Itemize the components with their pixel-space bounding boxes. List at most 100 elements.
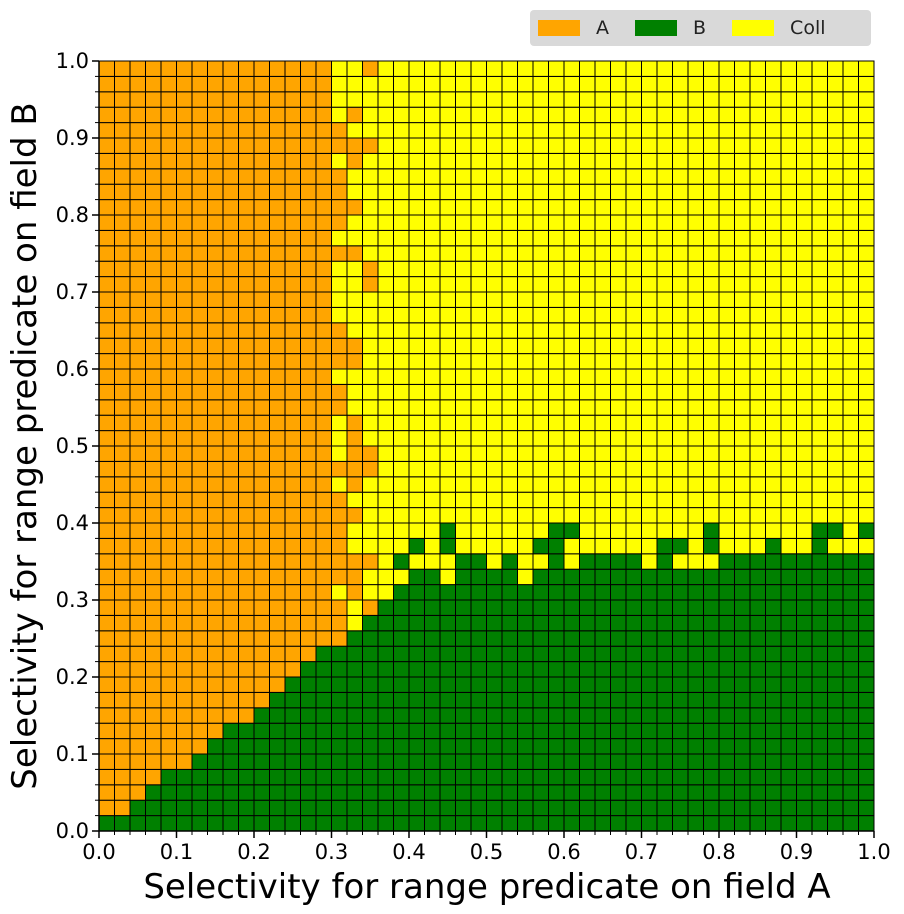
heatmap-cell-b (160, 768, 177, 786)
heatmap-cell-b (377, 614, 394, 632)
legend-label-coll: Coll (790, 17, 826, 39)
heatmap-cell-a (129, 676, 146, 693)
heatmap-cell-a (191, 491, 208, 509)
heatmap-cell-b (625, 599, 642, 616)
heatmap-cell-coll (501, 91, 518, 108)
heatmap-cell-coll (734, 368, 751, 385)
heatmap-cell-a (98, 568, 115, 586)
heatmap-cell-b (734, 614, 751, 632)
heatmap-cell-b (517, 784, 534, 801)
heatmap-cell-a (238, 491, 255, 509)
heatmap-cell-b (579, 599, 596, 616)
heatmap-cell-coll (455, 522, 472, 539)
heatmap-cell-coll (672, 368, 689, 385)
heatmap-cell-b (765, 799, 782, 817)
heatmap-cell-b (393, 676, 410, 693)
heatmap-cell-coll (842, 460, 859, 478)
heatmap-cell-a (222, 183, 239, 201)
heatmap-cell-coll (563, 75, 580, 93)
heatmap-cell-b (563, 584, 580, 601)
heatmap-cell-coll (765, 291, 782, 308)
heatmap-cell-coll (579, 260, 596, 278)
heatmap-cell-a (191, 661, 208, 678)
heatmap-cell-coll (362, 168, 379, 185)
heatmap-cell-coll (811, 507, 828, 524)
heatmap-cell-coll (718, 522, 735, 539)
heatmap-cell-coll (532, 306, 549, 324)
heatmap-cell-a (191, 322, 208, 339)
heatmap-cell-coll (548, 168, 565, 185)
heatmap-cell-a (191, 152, 208, 170)
heatmap-cell-coll (377, 291, 394, 308)
heatmap-cell-coll (501, 430, 518, 447)
heatmap-cell-b (455, 768, 472, 786)
heatmap-cell-coll (486, 383, 503, 401)
heatmap-cell-a (300, 430, 317, 447)
heatmap-cell-a (129, 476, 146, 493)
heatmap-cell-coll (377, 168, 394, 185)
heatmap-cell-coll (656, 137, 673, 154)
heatmap-cell-coll (501, 522, 518, 539)
heatmap-cell-b (424, 630, 441, 647)
heatmap-cell-a (238, 568, 255, 586)
heatmap-cell-b (765, 584, 782, 601)
heatmap-cell-coll (548, 183, 565, 201)
heatmap-cell-b (269, 799, 286, 817)
heatmap-cell-coll (749, 476, 766, 493)
heatmap-cell-coll (703, 322, 720, 339)
heatmap-cell-a (315, 507, 332, 524)
heatmap-cell-a (284, 383, 301, 401)
heatmap-cell-coll (579, 60, 596, 77)
heatmap-cell-a (269, 553, 286, 570)
heatmap-cell-coll (563, 445, 580, 462)
heatmap-cell-coll (563, 322, 580, 339)
heatmap-cell-b (579, 799, 596, 817)
heatmap-cell-a (98, 60, 115, 77)
heatmap-cell-b (734, 568, 751, 586)
heatmap-cell-coll (470, 522, 487, 539)
heatmap-cell-b (439, 799, 456, 817)
heatmap-cell-a (114, 368, 131, 385)
heatmap-cell-a (315, 122, 332, 139)
heatmap-cell-b (842, 568, 859, 586)
heatmap-cell-b (315, 768, 332, 786)
heatmap-cell-coll (749, 199, 766, 216)
heatmap-cell-coll (532, 476, 549, 493)
heatmap-cell-a (207, 399, 224, 416)
heatmap-cell-coll (687, 199, 704, 216)
heatmap-cell-coll (455, 306, 472, 324)
heatmap-cell-a (300, 199, 317, 216)
heatmap-cell-a (300, 291, 317, 308)
heatmap-cell-b (455, 645, 472, 663)
heatmap-cell-coll (718, 199, 735, 216)
heatmap-cell-b (470, 676, 487, 693)
heatmap-cell-coll (579, 460, 596, 478)
heatmap-cell-a (176, 152, 193, 170)
heatmap-cell-a (315, 183, 332, 201)
heatmap-cell-a (160, 445, 177, 462)
heatmap-cell-coll (532, 122, 549, 139)
heatmap-cell-a (331, 507, 348, 524)
heatmap-cell-b (703, 645, 720, 663)
heatmap-cell-coll (517, 322, 534, 339)
heatmap-cell-b (703, 799, 720, 817)
heatmap-cell-b (656, 815, 673, 832)
heatmap-cell-a (253, 661, 270, 678)
heatmap-cell-a (145, 522, 162, 539)
heatmap-cell-coll (811, 91, 828, 108)
heatmap-cell-b (393, 799, 410, 817)
heatmap-cell-b (393, 661, 410, 678)
heatmap-cell-b (408, 691, 425, 709)
heatmap-cell-coll (672, 430, 689, 447)
heatmap-cell-coll (408, 322, 425, 339)
heatmap-cell-a (145, 460, 162, 478)
heatmap-cell-coll (749, 183, 766, 201)
heatmap-cell-coll (796, 537, 813, 555)
heatmap-cell-coll (796, 75, 813, 93)
heatmap-cell-coll (594, 414, 611, 432)
heatmap-cell-coll (408, 491, 425, 509)
heatmap-cell-coll (470, 199, 487, 216)
heatmap-cell-coll (532, 491, 549, 509)
heatmap-cell-coll (703, 445, 720, 462)
heatmap-cell-coll (842, 337, 859, 355)
